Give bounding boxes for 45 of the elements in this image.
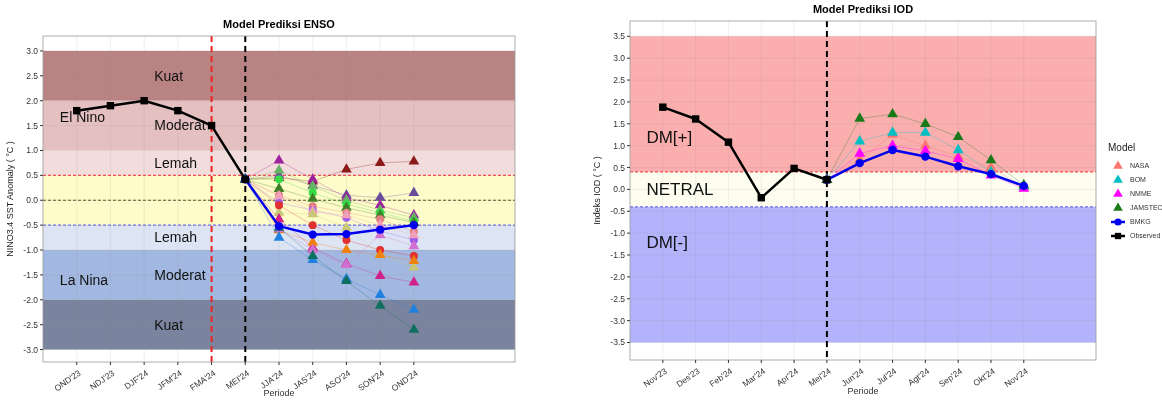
y-axis-title: NINO3.4 SST Anomaly ( °C ) xyxy=(5,141,15,257)
y-tick-label: -0.5 xyxy=(610,206,626,217)
y-tick-label: 0.0 xyxy=(613,184,626,195)
annotation: La Nina xyxy=(59,272,109,289)
x-axis-title: Periode xyxy=(847,386,879,396)
y-axis-title: Indeks IOD ( °C ) xyxy=(592,156,602,225)
y-tick-label: -1.0 xyxy=(610,228,626,239)
y-tick-label: 0.5 xyxy=(613,162,626,173)
chart-title: Model Prediksi IOD xyxy=(812,3,914,15)
y-tick-label: -2.0 xyxy=(23,294,39,305)
y-tick-label: 2.5 xyxy=(26,70,39,81)
y-tick-label: -0.5 xyxy=(23,220,39,231)
legend-title: Model xyxy=(1108,142,1136,153)
band-label: DM[-] xyxy=(646,232,688,252)
band-label: Kuat xyxy=(154,316,184,333)
y-tick-label: -1.0 xyxy=(23,244,39,255)
y-tick-label: -3.5 xyxy=(610,337,626,348)
chart-title: Model Prediksi ENSO xyxy=(223,18,336,30)
band-label: Moderat xyxy=(154,266,206,283)
y-tick-label: 3.0 xyxy=(26,45,39,56)
y-tick-label: 1.0 xyxy=(26,145,39,156)
y-tick-label: -3.0 xyxy=(23,344,39,355)
band-label: Lemah xyxy=(154,229,198,246)
band-label: Kuat xyxy=(154,67,184,84)
band-label: DM[+] xyxy=(646,127,693,147)
y-tick-label: 2.5 xyxy=(613,75,626,86)
band-label: Lemah xyxy=(154,154,198,171)
y-tick-label: 3.0 xyxy=(613,53,626,64)
band-label: Moderat xyxy=(154,117,206,134)
y-tick-label: -2.5 xyxy=(23,319,39,330)
x-axis-title: Periode xyxy=(263,388,295,398)
y-tick-label: -3.0 xyxy=(610,315,626,326)
y-tick-label: -2.5 xyxy=(610,293,626,304)
y-tick-label: 3.5 xyxy=(613,31,626,42)
y-tick-label: -1.5 xyxy=(23,269,39,280)
y-tick-label: 1.0 xyxy=(613,140,626,151)
band-label: NETRAL xyxy=(646,180,714,200)
y-tick-label: 2.0 xyxy=(613,96,626,107)
y-tick-label: 2.0 xyxy=(26,95,39,106)
y-tick-label: -2.0 xyxy=(610,271,626,282)
y-tick-label: 0.5 xyxy=(26,170,39,181)
y-tick-label: -1.5 xyxy=(610,249,626,260)
y-tick-label: 1.5 xyxy=(613,118,626,129)
y-tick-label: 1.5 xyxy=(26,120,39,131)
y-tick-label: 0.0 xyxy=(26,195,39,206)
